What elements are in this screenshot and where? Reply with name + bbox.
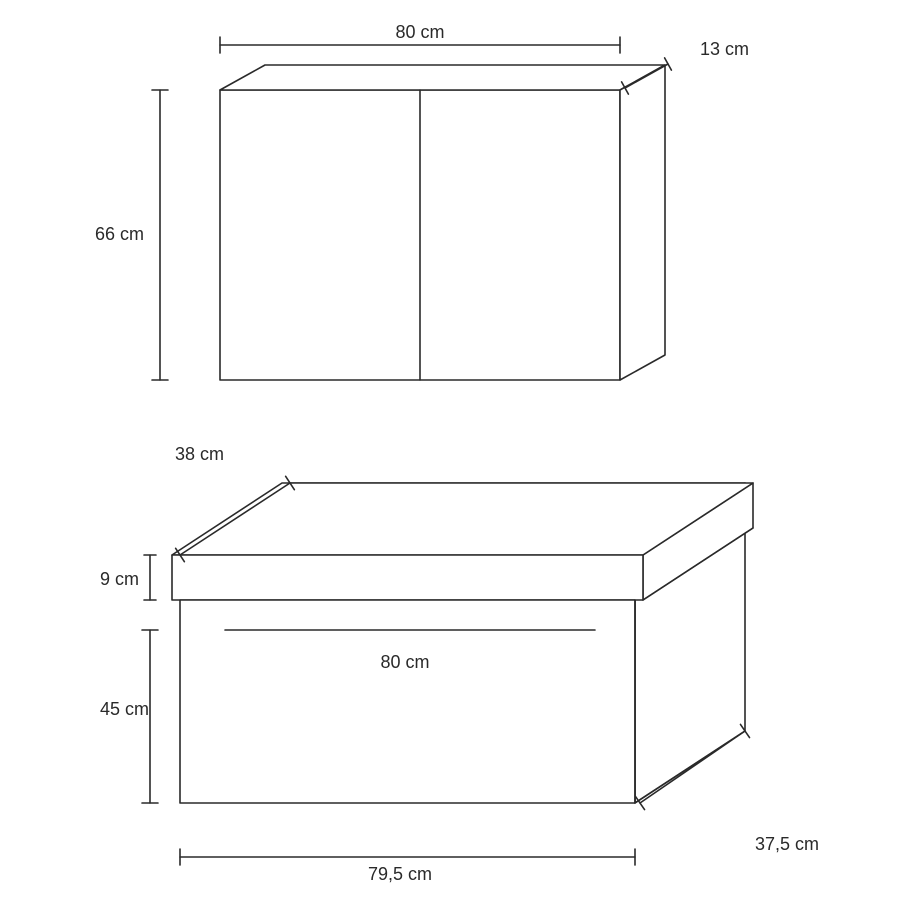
dim-bottom-width: 79,5 cm: [368, 864, 432, 884]
slab-front: [172, 555, 643, 600]
dim-upper-width: 80 cm: [395, 22, 444, 42]
dim-bottom-depth: 37,5 cm: [755, 834, 819, 854]
dim-slab-height: 9 cm: [100, 569, 139, 589]
dim-upper-height: 66 cm: [95, 224, 144, 244]
dim-slab-width: 80 cm: [380, 652, 429, 672]
upper-side: [620, 65, 665, 380]
upper-top: [220, 65, 665, 90]
dim-lower-topdepth: 38 cm: [175, 444, 224, 464]
dim-front-height: 45 cm: [100, 699, 149, 719]
dim-upper-depth: 13 cm: [700, 39, 749, 59]
